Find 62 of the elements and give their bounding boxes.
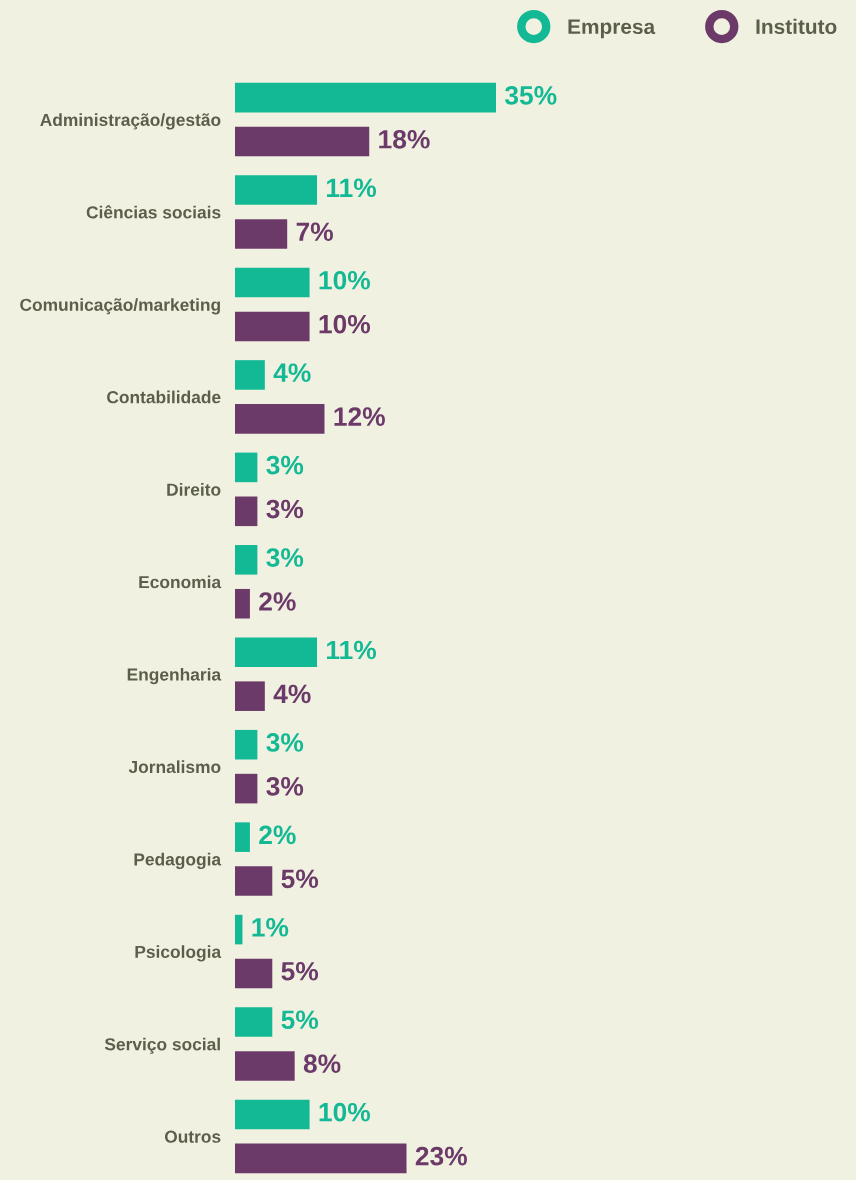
bar [235, 1099, 310, 1130]
data-label: 5% [281, 869, 319, 889]
bar [235, 681, 265, 711]
bar [235, 729, 258, 760]
legend-label: Empresa [568, 19, 656, 39]
data-label: 5% [281, 961, 319, 981]
data-label: 2% [259, 825, 296, 845]
bar [235, 637, 318, 668]
bar [235, 404, 325, 434]
y-tick-label: Administração/gestão [40, 113, 221, 130]
data-label: 3% [266, 455, 304, 475]
bar [235, 219, 288, 249]
data-label: 10% [319, 1102, 371, 1122]
y-tick-label: Outros [164, 1130, 221, 1143]
y-tick-label: Psicologia [135, 945, 222, 962]
bar [235, 958, 273, 989]
y-tick-label: Comunicação/marketing [20, 298, 220, 315]
data-label: 7% [296, 222, 333, 242]
data-label: 2% [259, 592, 296, 611]
y-tick-label: Engenharia [127, 667, 222, 685]
y-tick-label: Jornalismo [128, 760, 221, 774]
bar [235, 1051, 295, 1081]
bar [235, 545, 258, 575]
y-tick-label: Pedagogia [134, 852, 222, 870]
data-label: 3% [266, 777, 304, 796]
data-label: 10% [319, 314, 371, 334]
bar [235, 773, 258, 804]
data-label: 4% [273, 363, 311, 382]
data-label: 4% [273, 684, 311, 704]
bar [235, 496, 258, 527]
data-label: 3% [266, 733, 304, 752]
bar [235, 126, 370, 157]
data-label: 12% [334, 407, 385, 426]
bar [235, 360, 265, 390]
data-label: 8% [303, 1054, 341, 1073]
data-label: 3% [266, 499, 304, 519]
data-label: 18% [379, 129, 430, 149]
bar [235, 82, 496, 113]
data-label: 11% [327, 640, 377, 660]
bar [235, 175, 318, 205]
bar [235, 588, 250, 619]
y-tick-label: Ciências sociais [86, 205, 221, 219]
data-label: 11% [327, 178, 377, 198]
data-label: 3% [266, 548, 304, 567]
y-tick-label: Serviço social [104, 1037, 220, 1054]
bar [235, 822, 250, 852]
bar [235, 311, 310, 342]
bar [235, 1143, 407, 1174]
legend-label: Instituto [756, 18, 837, 35]
y-tick-label: Contabilidade [107, 390, 221, 404]
data-label: 10% [319, 270, 371, 290]
bar [235, 452, 258, 483]
bar [235, 914, 243, 945]
data-label: 1% [252, 918, 289, 937]
bar [235, 866, 273, 896]
data-label: 35% [504, 86, 557, 105]
bar [235, 1007, 273, 1037]
y-tick-label: Economia [139, 575, 222, 589]
y-tick-label: Direito [167, 483, 221, 496]
data-label: 5% [281, 1010, 319, 1030]
data-label: 23% [415, 1146, 467, 1166]
bar [235, 267, 310, 298]
